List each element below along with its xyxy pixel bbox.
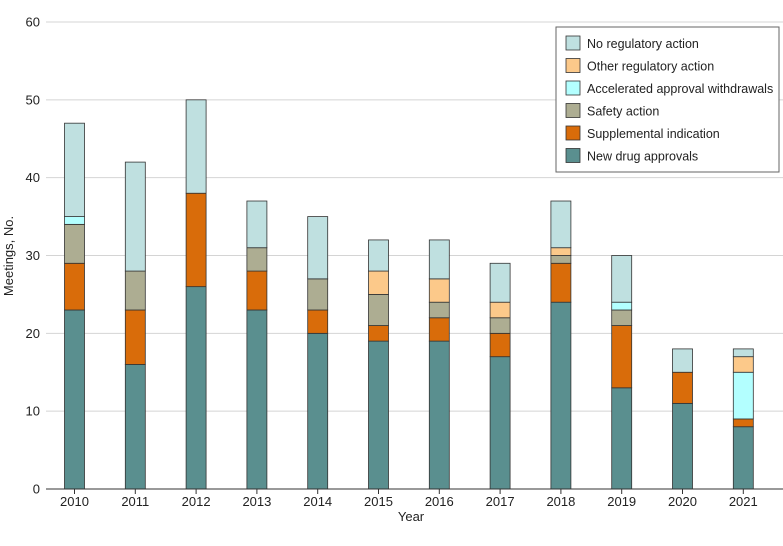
bars [64, 99, 754, 490]
x-tick-label: 2021 [729, 494, 758, 509]
bar-2018-supplemental-indication [550, 262, 572, 303]
legend-swatch [565, 103, 581, 118]
bar-2015-new-drug-approvals [368, 340, 389, 490]
x-tick-label: 2012 [182, 494, 211, 509]
bar-2021-accelerated-approval-withdrawals [732, 371, 754, 420]
legend: No regulatory action Other regulatory act… [555, 26, 780, 173]
legend-label: Other regulatory action [587, 60, 714, 74]
y-tick-label: 20 [26, 326, 40, 341]
x-tick-label: 2014 [303, 494, 332, 509]
bar-2014-safety-action [307, 278, 329, 311]
bar-2021-no-regulatory-action [732, 348, 754, 358]
bar-2014-new-drug-approvals [307, 332, 329, 490]
bar-2010-safety-action [64, 223, 85, 264]
bar-2020-no-regulatory-action [672, 348, 693, 373]
bar-2013-new-drug-approvals [246, 309, 268, 490]
bar-2013-safety-action [246, 247, 268, 272]
bar-2018-other-regulatory-action [550, 247, 572, 256]
bar-2021-supplemental-indication [732, 418, 754, 428]
bar-2011-new-drug-approvals [124, 364, 146, 490]
bar-2018-no-regulatory-action [550, 200, 572, 249]
bar-2017-new-drug-approvals [489, 356, 511, 490]
bar-2014-no-regulatory-action [307, 216, 329, 280]
bar-2016-supplemental-indication [428, 317, 450, 342]
y-tick-label: 60 [26, 15, 40, 30]
bar-2013-supplemental-indication [246, 270, 268, 311]
bar-2020-supplemental-indication [672, 371, 693, 404]
bar-2015-no-regulatory-action [368, 239, 389, 272]
x-tick-label: 2013 [242, 494, 271, 509]
bar-2019-accelerated-approval-withdrawals [611, 301, 633, 311]
legend-label: Safety action [587, 105, 659, 119]
y-tick-label: 30 [26, 248, 40, 263]
bar-2016-other-regulatory-action [428, 278, 450, 303]
legend-swatch [565, 80, 581, 96]
bar-2011-supplemental-indication [124, 309, 146, 365]
bar-2014-supplemental-indication [307, 309, 329, 334]
y-tick-label: 0 [33, 482, 40, 497]
bar-2015-safety-action [368, 294, 389, 326]
bar-2017-supplemental-indication [489, 332, 511, 358]
bar-2010-accelerated-approval-withdrawals [64, 216, 85, 225]
bar-2020-new-drug-approvals [672, 402, 693, 490]
legend-box [555, 26, 780, 173]
y-tick-label: 10 [26, 404, 40, 419]
bar-2016-no-regulatory-action [428, 239, 450, 280]
x-tick-label: 2011 [121, 494, 149, 509]
bar-2012-new-drug-approvals [185, 286, 207, 490]
bar-2021-other-regulatory-action [732, 356, 754, 373]
legend-label: New drug approvals [587, 150, 698, 164]
bar-2010-no-regulatory-action [64, 122, 85, 217]
bar-2019-no-regulatory-action [611, 255, 633, 303]
x-tick-label: 2017 [486, 494, 515, 509]
bar-2019-supplemental-indication [611, 325, 633, 389]
bar-2012-supplemental-indication [185, 192, 207, 288]
bar-2018-new-drug-approvals [550, 301, 572, 490]
bar-2018-safety-action [550, 255, 572, 264]
x-tick-label: 2020 [668, 494, 697, 509]
x-tick-label: 2010 [60, 494, 89, 509]
y-axis-label: Meetings, No. [1, 216, 16, 296]
bar-2016-new-drug-approvals [428, 340, 450, 490]
bar-2011-no-regulatory-action [124, 161, 146, 272]
legend-swatch [565, 35, 581, 51]
bar-2019-safety-action [611, 309, 633, 326]
x-tick-label: 2019 [607, 494, 636, 509]
legend-label: Supplemental indication [587, 127, 720, 141]
bar-2019-new-drug-approvals [611, 387, 633, 490]
legend-swatch [565, 58, 581, 73]
bar-2010-new-drug-approvals [64, 309, 85, 490]
bar-2012-no-regulatory-action [185, 99, 207, 194]
bar-2017-other-regulatory-action [489, 301, 511, 319]
x-tick-label: 2015 [364, 494, 393, 509]
bar-2015-supplemental-indication [368, 325, 389, 342]
legend-swatch [565, 125, 581, 141]
bar-2011-safety-action [124, 270, 146, 311]
legend-label: Accelerated approval withdrawals [587, 82, 773, 96]
x-tick-label: 2018 [546, 494, 575, 509]
axes: 0 10 20 30 40 50 60 2010 2011 2012 2013 2014 2015 201… [26, 15, 783, 509]
legend-swatch [565, 148, 581, 163]
bar-2015-other-regulatory-action [368, 270, 389, 295]
bar-2021-new-drug-approvals [732, 426, 754, 490]
y-tick-label: 40 [26, 170, 40, 185]
bar-2017-no-regulatory-action [489, 262, 511, 303]
y-tick-label: 50 [26, 92, 40, 107]
x-axis-label: Year [398, 509, 425, 524]
legend-label: No regulatory action [587, 37, 699, 51]
bar-2013-no-regulatory-action [246, 200, 268, 249]
bar-2016-safety-action [428, 301, 450, 319]
gridlines [46, 21, 783, 412]
bar-2017-safety-action [489, 317, 511, 334]
bar-2010-supplemental-indication [64, 262, 85, 311]
x-tick-label: 2016 [425, 494, 454, 509]
